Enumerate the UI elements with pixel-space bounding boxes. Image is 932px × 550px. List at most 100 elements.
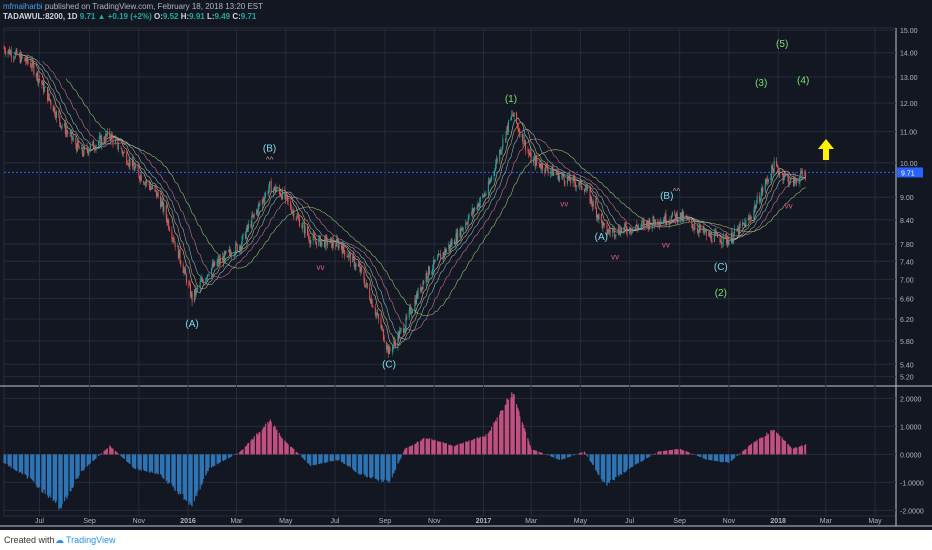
histogram-bar <box>719 454 721 462</box>
histogram-bar <box>252 439 255 455</box>
author-link[interactable]: mfmalharbi <box>3 2 43 11</box>
histogram-bar <box>239 451 242 455</box>
candle-body <box>370 299 372 304</box>
histogram-bar <box>708 454 711 460</box>
candle-body <box>148 181 150 187</box>
histogram-bar <box>473 438 475 455</box>
candle-body <box>805 173 807 177</box>
histogram-bar <box>658 451 660 455</box>
candle-body <box>160 196 162 208</box>
candle-body <box>16 49 18 56</box>
candle-body <box>275 190 277 193</box>
histogram-bar <box>536 450 538 455</box>
candle-body <box>411 310 413 313</box>
histogram-bar <box>647 454 649 458</box>
histogram-bar <box>236 453 238 455</box>
histogram-bar <box>607 454 609 483</box>
histogram-bar <box>287 444 289 455</box>
histogram-bar <box>285 442 287 455</box>
candle-body <box>547 169 549 174</box>
tradingview-brand[interactable]: TradingView <box>66 535 116 545</box>
candle-body <box>95 145 97 150</box>
candle-body <box>623 227 625 232</box>
histogram-bar <box>804 444 807 455</box>
candle-body <box>517 125 519 130</box>
histogram-bar <box>365 454 367 476</box>
candle-body <box>646 220 648 227</box>
candle-body <box>369 299 371 304</box>
candle-body <box>42 81 44 85</box>
wave-label: (2) <box>715 288 727 299</box>
histogram-bar <box>617 454 619 475</box>
histogram-bar <box>46 454 49 496</box>
histogram-bar <box>151 454 154 473</box>
candle-body <box>336 238 338 242</box>
candle-body <box>55 111 57 119</box>
price-tick-label: 7.40 <box>900 259 914 266</box>
candle-body <box>127 163 129 165</box>
candle-body <box>589 187 591 203</box>
candle-body <box>523 143 525 145</box>
histogram-bar <box>392 454 394 474</box>
histogram-bar <box>685 451 687 455</box>
histogram-bar <box>442 441 444 455</box>
histogram-bar <box>324 454 326 463</box>
histogram-bar <box>389 454 391 481</box>
candle-body <box>445 249 447 253</box>
wave-label: (B) <box>660 191 673 202</box>
histogram-bar <box>156 454 158 474</box>
histogram-bar <box>374 454 376 479</box>
histogram-bar <box>507 400 510 455</box>
histogram-bar <box>749 445 751 455</box>
candle-body <box>391 350 393 352</box>
histogram-bar <box>666 450 668 455</box>
histogram-bar <box>631 454 633 467</box>
candle-body <box>766 178 768 180</box>
candle-body <box>76 141 78 152</box>
histogram-bar <box>61 454 63 505</box>
candle-body <box>210 268 212 275</box>
histogram-bar <box>784 440 786 455</box>
candle-body <box>704 230 706 232</box>
candle-body <box>223 256 225 263</box>
candle-body <box>256 210 258 214</box>
candle-body <box>483 195 485 197</box>
histogram-bar <box>268 423 270 455</box>
candle-body <box>290 208 292 213</box>
histogram-bar <box>742 451 744 455</box>
candle-body <box>386 345 388 350</box>
candle-body <box>513 112 515 117</box>
candle-body <box>653 216 655 222</box>
candle-body <box>643 221 645 227</box>
candle-body <box>784 173 786 178</box>
histogram-bar <box>528 440 530 455</box>
candle-body <box>617 227 619 235</box>
price-tick-label: 5.80 <box>900 339 914 346</box>
candle-body <box>349 253 351 263</box>
candle-body <box>213 261 215 267</box>
chart-area[interactable]: ^^ vv vv vv vv ^^ vv 15.00 14.00 13.00 12.00 11.00… <box>0 0 932 530</box>
candle-body <box>374 307 376 315</box>
histogram-bar <box>439 441 441 455</box>
histogram-bar <box>388 454 390 484</box>
candle-body <box>649 220 651 229</box>
candle-body <box>242 233 244 237</box>
histogram-bar <box>793 448 795 455</box>
histogram-bar <box>201 454 203 486</box>
histogram-bar <box>404 448 406 455</box>
candle-body <box>518 129 520 132</box>
candle-body <box>563 177 565 183</box>
candle-body <box>579 181 581 186</box>
candle-body <box>682 212 684 220</box>
histogram-bar <box>189 454 191 502</box>
histogram-bar <box>310 454 312 467</box>
candle-body <box>99 135 101 137</box>
candle-body <box>767 179 769 182</box>
candle-body <box>15 49 17 53</box>
histogram-bar <box>725 454 727 463</box>
histogram-bar <box>669 449 671 455</box>
histogram-bar <box>798 446 800 455</box>
histogram-bar <box>364 454 366 476</box>
histogram-bar <box>80 454 83 472</box>
